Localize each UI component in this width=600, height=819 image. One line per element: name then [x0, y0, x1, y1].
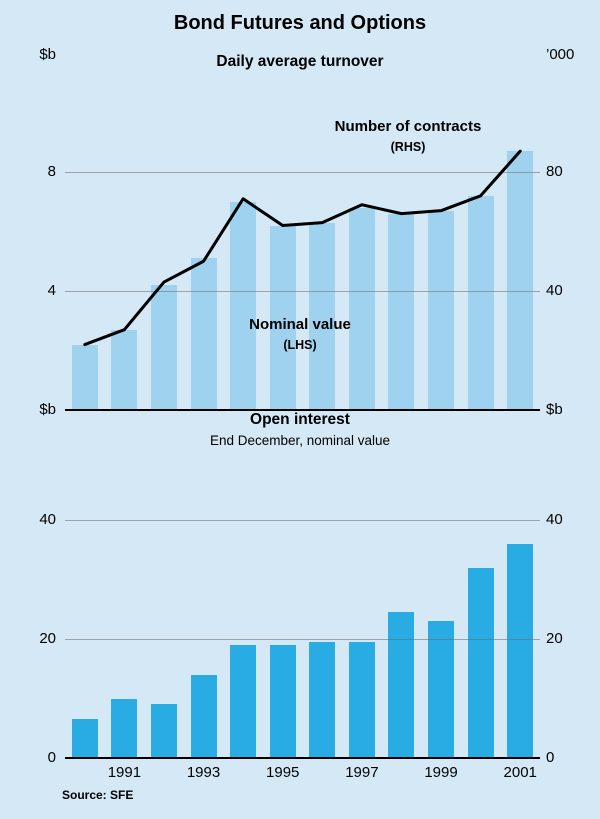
- open-interest-bar: [111, 698, 138, 758]
- y-tick-right: 80: [546, 163, 563, 180]
- bar-series-label: Nominal value: [249, 316, 351, 333]
- gridline: [65, 519, 540, 521]
- y-tick-left: 4: [47, 282, 56, 299]
- top-panel-baseline: [65, 409, 540, 411]
- bar-series-axis-note: (LHS): [283, 338, 317, 352]
- turnover-bar: [467, 195, 494, 410]
- y-tick-left: 20: [39, 630, 56, 647]
- open-interest-bar: [507, 543, 534, 758]
- x-axis-label: 1997: [345, 764, 379, 781]
- open-interest-bar: [428, 621, 455, 758]
- open-interest-bar: [467, 567, 494, 758]
- y-tick-right: 20: [546, 630, 563, 647]
- turnover-bar: [507, 151, 534, 410]
- y-tick-right: 40: [546, 511, 563, 528]
- turnover-bar: [428, 210, 455, 410]
- open-interest-bar: [230, 644, 257, 758]
- y-tick-left: 0: [47, 749, 56, 766]
- line-series-axis-note: (RHS): [390, 140, 426, 154]
- y-tick-left: 40: [39, 511, 56, 528]
- turnover-bar: [71, 344, 98, 410]
- turnover-bar: [190, 258, 217, 410]
- turnover-bar: [388, 213, 415, 410]
- bottom-right-axis-unit: $b: [546, 401, 563, 418]
- open-interest-bar: [190, 674, 217, 758]
- y-tick-right: 40: [546, 282, 563, 299]
- open-interest-bar: [150, 704, 177, 758]
- y-tick-right: 0: [546, 749, 555, 766]
- turnover-bar: [150, 285, 177, 410]
- bottom-panel-baseline: [65, 757, 540, 759]
- gridline: [65, 290, 540, 292]
- gridline: [65, 638, 540, 640]
- x-axis-label: 1999: [424, 764, 458, 781]
- gridline: [65, 171, 540, 173]
- x-axis-label: 2001: [503, 764, 537, 781]
- open-interest-bar: [309, 641, 336, 758]
- bottom-panel-subtitle: End December, nominal value: [209, 433, 391, 448]
- source-note: Source: SFE: [62, 788, 134, 802]
- top-left-axis-unit: $b: [39, 46, 56, 63]
- turnover-bar: [348, 207, 375, 410]
- line-series-label: Number of contracts: [334, 118, 482, 135]
- top-right-axis-unit: ’000: [546, 46, 575, 63]
- turnover-bar: [230, 201, 257, 410]
- bottom-panel-title: Open interest: [250, 411, 350, 428]
- y-tick-left: 8: [47, 163, 56, 180]
- x-axis-label: 1991: [107, 764, 142, 781]
- x-axis-label: 1993: [186, 764, 221, 781]
- top-panel-title: Daily average turnover: [216, 53, 384, 70]
- turnover-bar: [111, 329, 138, 410]
- open-interest-bar: [348, 641, 375, 758]
- open-interest-bar: [388, 612, 415, 758]
- open-interest-bar: [269, 644, 296, 758]
- chart-title: Bond Futures and Options: [173, 12, 427, 34]
- bottom-left-axis-unit: $b: [39, 401, 56, 418]
- x-axis-label: 1995: [266, 764, 300, 781]
- open-interest-bar: [71, 719, 98, 758]
